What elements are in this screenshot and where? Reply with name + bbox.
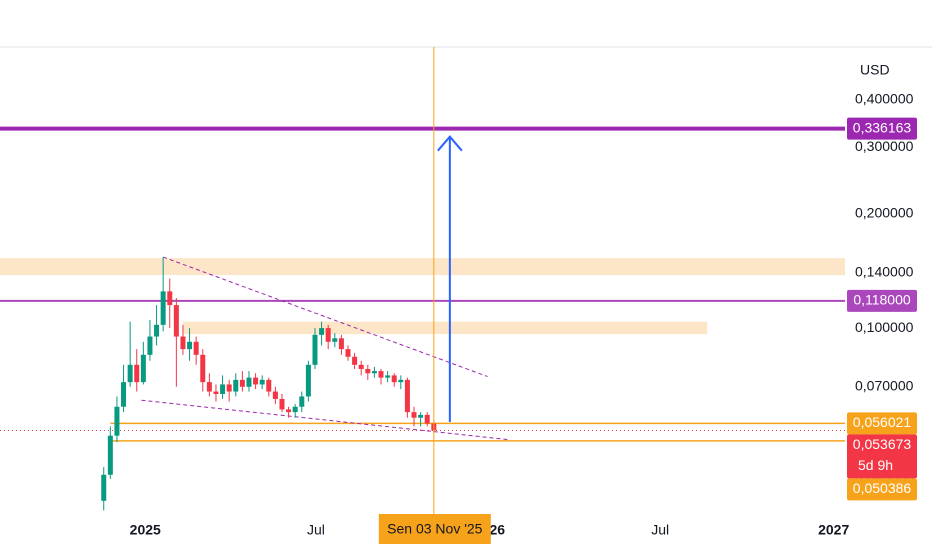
level-label-box [847, 478, 917, 501]
candle-body [140, 354, 146, 383]
candle-body [385, 375, 391, 378]
zone [0, 258, 845, 276]
x-tick-label: 2025 [130, 522, 161, 538]
candle-body [253, 377, 259, 385]
candle-body [338, 338, 344, 350]
candle-body [173, 305, 179, 337]
level-label: 0,056021 [853, 414, 912, 430]
candle-body [127, 364, 133, 383]
level-label: 0,050386 [853, 480, 912, 496]
level-label-box [847, 434, 917, 479]
candle-body [246, 377, 252, 387]
candle-body [279, 398, 285, 410]
candle-body [325, 328, 331, 342]
level-label-box [847, 117, 917, 140]
candle-body [398, 379, 404, 383]
candle-body [319, 328, 325, 335]
currency: USD [860, 62, 890, 78]
candle-body [371, 371, 377, 374]
y-tick-label: 0,070000 [855, 377, 914, 393]
candle-body [365, 368, 371, 374]
candle-body [114, 406, 120, 436]
x-tick-label: Jul [307, 522, 325, 538]
candle-body [239, 379, 245, 387]
candle-body [259, 379, 265, 385]
candle-body [378, 371, 384, 378]
candle-body [411, 412, 417, 418]
candle-body [299, 396, 305, 407]
candle-body [180, 336, 186, 350]
candle-body [213, 391, 219, 394]
candle-body [187, 341, 193, 350]
level-label-box [847, 412, 917, 435]
candle-body [206, 382, 212, 392]
candle-body [272, 391, 278, 399]
candle-body [266, 379, 272, 392]
level-label: 0,118000 [853, 292, 911, 308]
candle-body [332, 338, 338, 342]
candle-body [220, 384, 226, 394]
candle-body [358, 364, 364, 369]
crosshair-label-box [378, 514, 491, 544]
y-tick-label: 0,400000 [855, 91, 914, 107]
level-sublabel: 5d 9h [858, 457, 893, 473]
candle-body [404, 379, 410, 413]
candle-body [200, 354, 206, 383]
candle-body [312, 334, 318, 365]
candle-body [107, 435, 113, 475]
candle-body [226, 384, 232, 392]
candle-body [154, 324, 160, 337]
candle-body [391, 375, 397, 383]
candle-body [424, 414, 430, 424]
candle-body [101, 474, 107, 501]
y-tick-label: 0,300000 [855, 138, 914, 154]
trendline [141, 399, 508, 441]
candle-body [134, 364, 140, 383]
candle-body [305, 364, 311, 397]
y-tick-label: 0,200000 [855, 205, 914, 221]
candle-body [121, 382, 127, 407]
candle-body [167, 291, 173, 306]
y-tick-label: 0,140000 [855, 263, 914, 279]
candle-body [286, 409, 292, 413]
candle-body [147, 336, 153, 355]
y-tick-label: 0,100000 [855, 319, 914, 335]
x-tick-label: Jul [651, 522, 669, 538]
candle-body [345, 349, 351, 357]
zone [182, 321, 708, 335]
candle-body [352, 356, 358, 365]
candle-body [418, 414, 424, 418]
level-label-box [847, 289, 917, 312]
x-tick-label: 2027 [818, 522, 849, 538]
candle-body [160, 291, 166, 325]
candle-body [193, 341, 199, 355]
crosshair-label: Sen 03 Nov '25 [387, 521, 483, 537]
level-label: 0,336163 [853, 119, 912, 135]
level-label: 0,053673 [853, 436, 912, 452]
candle-body [233, 379, 239, 392]
candle-body [292, 406, 298, 413]
arrow-head [437, 135, 463, 152]
